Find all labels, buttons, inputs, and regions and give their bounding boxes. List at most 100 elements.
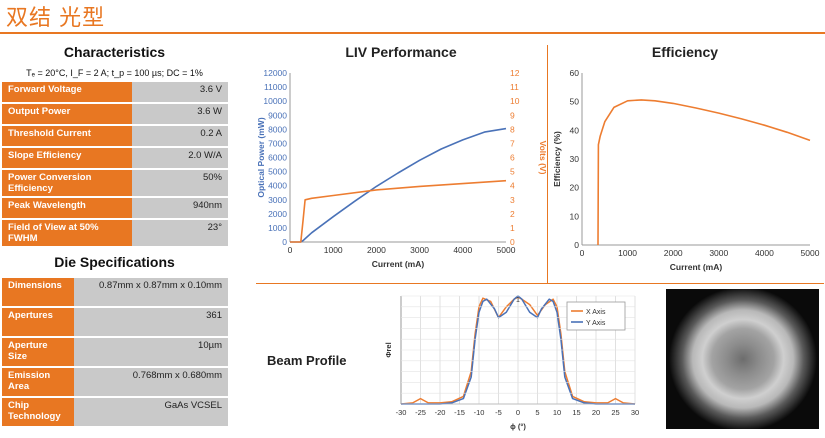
y-tick-label: 5000 xyxy=(268,167,287,177)
y-tick-label: 0 xyxy=(574,240,579,250)
y-tick-label: 10000 xyxy=(263,96,287,106)
y-tick-label: 10 xyxy=(570,211,580,221)
die-spec-row: Apertures 361 xyxy=(2,308,228,336)
x-tick-label: -15 xyxy=(454,408,465,417)
y-tick-label: 3000 xyxy=(268,195,287,205)
liv-chart-title: LIV Performance xyxy=(345,44,457,60)
characteristics-row: Field of View at 50% FWHM 23° xyxy=(2,220,228,246)
characteristics-value: 23° xyxy=(132,220,228,246)
x-tick-label: 0 xyxy=(516,408,520,417)
chart-divider xyxy=(547,45,548,283)
x-axis-title: ϕ (°) xyxy=(510,422,526,431)
y2-tick-label: 10 xyxy=(510,96,520,106)
y-axis-title: Φrel xyxy=(385,342,393,357)
y-tick-label: 8000 xyxy=(268,124,287,134)
y2-tick-label: 2 xyxy=(510,209,515,219)
series-line-0 xyxy=(400,296,636,405)
y-tick-label: 1000 xyxy=(268,223,287,233)
x-axis-title: Current (mA) xyxy=(372,259,425,269)
characteristics-row: Power Conversion Efficiency 50% xyxy=(2,170,228,196)
y-tick-label: 12000 xyxy=(263,68,287,78)
y2-tick-label: 4 xyxy=(510,181,515,191)
die-specs-title: Die Specifications xyxy=(54,254,175,270)
characteristics-row: Peak Wavelength 940nm xyxy=(2,198,228,218)
y2-tick-label: 7 xyxy=(510,138,515,148)
x-tick-label: 5000 xyxy=(497,245,516,255)
characteristics-value: 3.6 V xyxy=(132,82,228,102)
characteristics-row: Slope Efficiency 2.0 W/A xyxy=(2,148,228,168)
die-spec-value: 10µm xyxy=(74,338,228,366)
y2-tick-label: 11 xyxy=(510,82,519,92)
efficiency-chart-title: Efficiency xyxy=(651,44,719,60)
characteristics-label: Forward Voltage xyxy=(2,82,132,102)
x-tick-label: 3000 xyxy=(709,248,728,258)
characteristics-label: Output Power xyxy=(2,104,132,124)
x-tick-label: 10 xyxy=(553,408,561,417)
page-title: 双结 光型 xyxy=(6,5,106,30)
y-tick-label: 6000 xyxy=(268,153,287,163)
y2-tick-label: 5 xyxy=(510,167,515,177)
characteristics-label: Field of View at 50% FWHM xyxy=(2,220,132,246)
x-tick-label: 2000 xyxy=(664,248,683,258)
liv-chart: 0 1000 2000 3000 4000 50000100020003000400050… xyxy=(256,68,546,269)
x-tick-label: 15 xyxy=(572,408,580,417)
die-spec-label: Apertures xyxy=(2,308,74,336)
y2-tick-label: 6 xyxy=(510,153,515,163)
die-spec-value: 0.768mm x 0.680mm xyxy=(74,368,228,396)
characteristics-value: 940nm xyxy=(132,198,228,218)
y2-axis-title: Volts (V) xyxy=(538,141,546,175)
y-axis-title: Efficiency (%) xyxy=(552,131,562,187)
characteristics-table: Forward Voltage 3.6 V Output Power 3.6 W Thr… xyxy=(2,80,228,248)
die-spec-value: 0.87mm x 0.87mm x 0.10mm xyxy=(74,278,228,306)
y-tick-label: 11000 xyxy=(264,82,287,92)
x-tick-label: 25 xyxy=(611,408,619,417)
die-spec-row: Aperture Size 10µm xyxy=(2,338,228,366)
y-tick-label: 60 xyxy=(570,68,580,78)
x-tick-label: -30 xyxy=(396,408,407,417)
y2-tick-label: 8 xyxy=(510,124,515,134)
die-specs-table: Dimensions 0.87mm x 0.87mm x 0.10mm Apertu… xyxy=(2,276,228,428)
series-line-1 xyxy=(290,179,507,243)
x-tick-label: -20 xyxy=(435,408,446,417)
characteristics-row: Forward Voltage 3.6 V xyxy=(2,82,228,102)
header-divider xyxy=(0,32,825,34)
y-tick-label: 40 xyxy=(570,125,580,135)
series-line-0 xyxy=(290,127,507,243)
characteristics-value: 50% xyxy=(132,170,228,196)
x-tick-label: 30 xyxy=(631,408,639,417)
y2-tick-label: 3 xyxy=(510,195,515,205)
x-tick-label: 5000 xyxy=(801,248,820,258)
x-tick-label: 3000 xyxy=(410,245,429,255)
die-spec-label: Emission Area xyxy=(2,368,74,396)
y2-tick-label: 0 xyxy=(510,237,515,247)
x-tick-label: -25 xyxy=(415,408,426,417)
die-spec-label: Chip Technology xyxy=(2,398,74,426)
characteristics-label: Peak Wavelength xyxy=(2,198,132,218)
characteristics-value: 0.2 A xyxy=(132,126,228,146)
series-line-0 xyxy=(597,99,811,246)
characteristics-value: 3.6 W xyxy=(132,104,228,124)
beam-profile-label: Beam Profile xyxy=(267,353,347,368)
y-tick-label: 4000 xyxy=(268,181,287,191)
die-spec-row: Dimensions 0.87mm x 0.87mm x 0.10mm xyxy=(2,278,228,306)
die-spec-value: GaAs VCSEL xyxy=(74,398,228,426)
y2-tick-label: 1 xyxy=(510,223,515,233)
beam-profile-chart: -30 -25 -20 -15 -10 -5 0 5 10 15 20 25 30 ϕ (°) Φrel 1 X… xyxy=(385,295,639,431)
die-spec-label: Dimensions xyxy=(2,278,74,306)
characteristics-row: Output Power 3.6 W xyxy=(2,104,228,124)
x-tick-label: -5 xyxy=(495,408,502,417)
x-tick-label: 4000 xyxy=(755,248,774,258)
y-tick-label: 50 xyxy=(570,97,580,107)
legend-label: X Axis xyxy=(586,309,606,316)
x-tick-label: 20 xyxy=(592,408,600,417)
y2-tick-label: 9 xyxy=(510,110,515,120)
x-tick-label: 1000 xyxy=(324,245,343,255)
section-divider xyxy=(256,283,824,284)
y-tick-label: 7000 xyxy=(268,138,287,148)
legend-label: Y Axis xyxy=(586,320,606,327)
y-axis-title: Optical Power (mW) xyxy=(256,117,266,197)
characteristics-label: Slope Efficiency xyxy=(2,148,132,168)
die-spec-row: Chip Technology GaAs VCSEL xyxy=(2,398,228,426)
x-tick-label: -10 xyxy=(474,408,485,417)
x-axis-title: Current (mA) xyxy=(670,262,723,272)
